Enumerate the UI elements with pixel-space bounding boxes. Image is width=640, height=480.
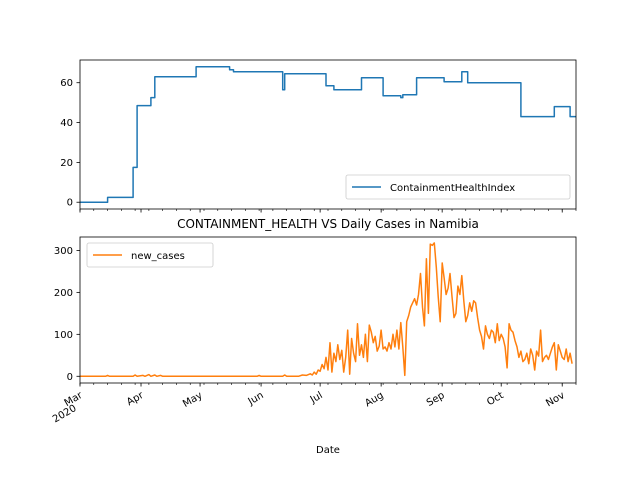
top-series-lines — [80, 66, 576, 203]
bottom-chart-title: CONTAINMENT_HEALTH VS Daily Cases in Nam… — [177, 217, 479, 231]
top-y-tick-label: 60 — [60, 78, 73, 89]
bottom-legend-box — [86, 242, 214, 268]
top-legend-label: ContainmentHealthIndex — [390, 183, 515, 194]
top-legend-box — [345, 174, 571, 200]
bottom-legend-label: new_cases — [131, 251, 185, 262]
top-x-ticks — [79, 209, 577, 213]
top-legend: ContainmentHealthIndex — [345, 174, 571, 200]
bottom-series-line-0 — [80, 242, 573, 378]
bottom-y-tick-label: 100 — [54, 330, 73, 341]
top-y-tick-label: 0 — [67, 198, 73, 209]
top-subplot: 0 20 40 60 ContainmentHealthIndex — [60, 59, 577, 213]
bottom-y-tick-label: 0 — [67, 372, 73, 383]
x-axis-label: Date — [316, 445, 340, 456]
top-y-ticks: 0 20 40 60 — [60, 78, 80, 209]
bottom-y-tick-label: 200 — [54, 288, 73, 299]
bottom-y-ticks: 0 100 200 300 — [54, 246, 80, 383]
top-y-tick-label: 20 — [60, 158, 73, 169]
top-y-tick-label: 40 — [60, 118, 73, 129]
bottom-legend: new_cases — [86, 242, 214, 268]
bottom-series-lines — [80, 242, 573, 378]
bottom-y-tick-label: 300 — [54, 246, 73, 257]
top-series-line-0 — [80, 66, 576, 203]
